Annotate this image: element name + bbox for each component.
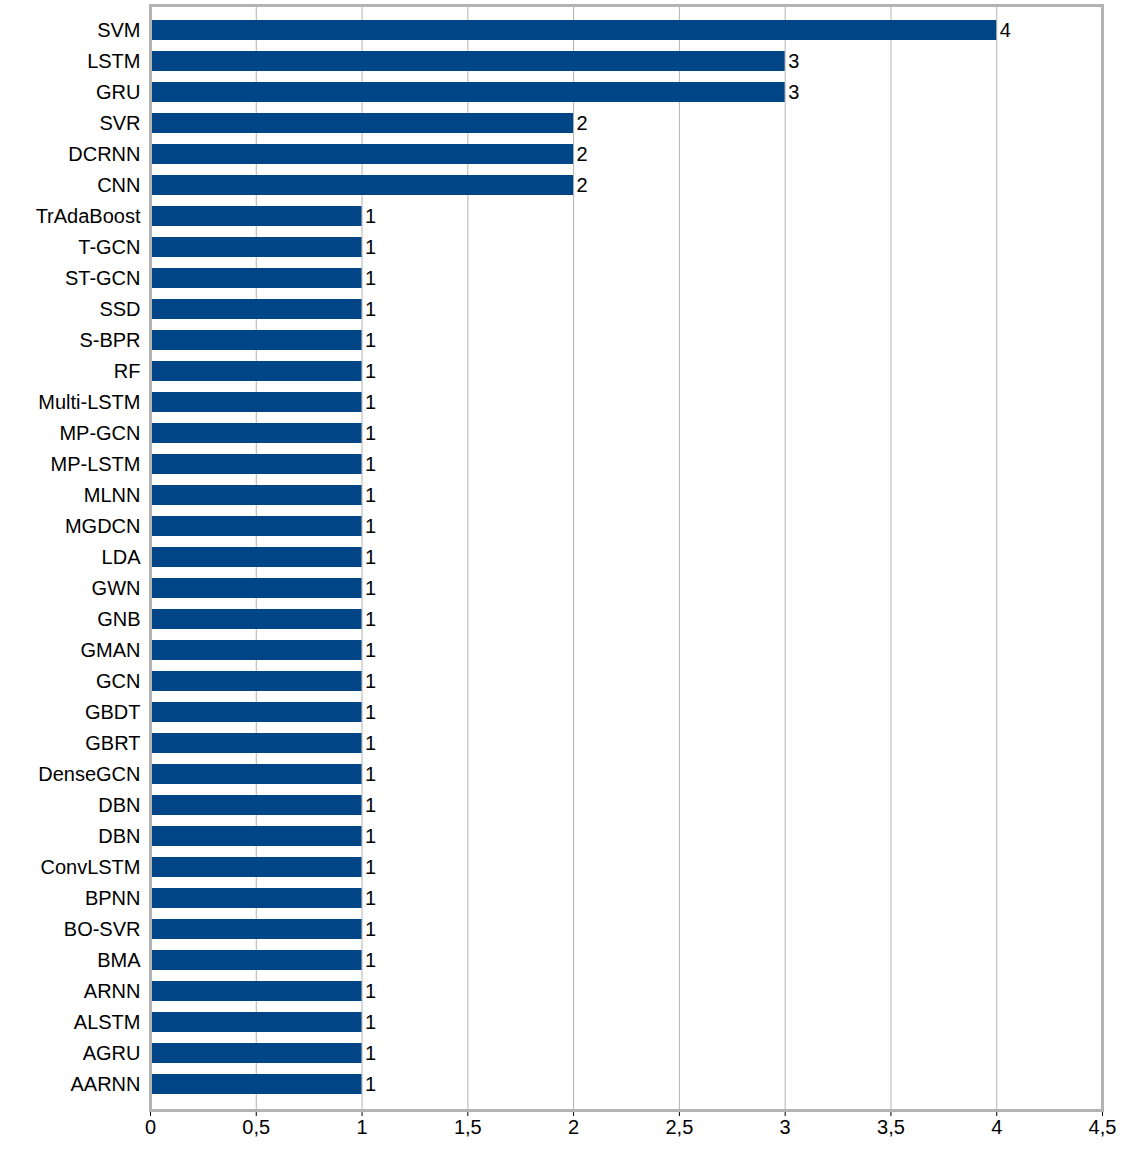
svg-text:3: 3 [788, 50, 799, 72]
svg-text:GWN: GWN [92, 577, 141, 599]
svg-text:ConvLSTM: ConvLSTM [40, 856, 140, 878]
svg-text:1: 1 [365, 577, 376, 599]
svg-text:BPNN: BPNN [85, 887, 141, 909]
svg-text:0: 0 [145, 1116, 156, 1138]
svg-text:1: 1 [365, 546, 376, 568]
svg-text:MGDCN: MGDCN [65, 515, 141, 537]
svg-text:ST-GCN: ST-GCN [65, 267, 141, 289]
svg-text:GCN: GCN [96, 670, 140, 692]
svg-text:3: 3 [780, 1116, 791, 1138]
svg-text:1: 1 [365, 856, 376, 878]
svg-text:1: 1 [365, 608, 376, 630]
svg-text:Multi-LSTM: Multi-LSTM [38, 391, 140, 413]
svg-text:1: 1 [365, 1011, 376, 1033]
svg-text:1: 1 [365, 1042, 376, 1064]
svg-text:SVR: SVR [99, 112, 140, 134]
svg-text:DCRNN: DCRNN [68, 143, 140, 165]
svg-text:1: 1 [365, 918, 376, 940]
svg-text:ALSTM: ALSTM [74, 1011, 141, 1033]
svg-text:2: 2 [577, 112, 588, 134]
svg-text:1: 1 [365, 825, 376, 847]
svg-text:3,5: 3,5 [877, 1116, 905, 1138]
svg-text:GRU: GRU [96, 81, 140, 103]
svg-text:1,5: 1,5 [454, 1116, 482, 1138]
svg-text:DBN: DBN [98, 825, 140, 847]
svg-text:T-GCN: T-GCN [78, 236, 140, 258]
svg-text:4: 4 [1000, 19, 1011, 41]
svg-text:MLNN: MLNN [84, 484, 141, 506]
svg-text:1: 1 [365, 484, 376, 506]
svg-text:LDA: LDA [102, 546, 142, 568]
svg-text:1: 1 [365, 205, 376, 227]
svg-text:0,5: 0,5 [242, 1116, 270, 1138]
svg-text:1: 1 [365, 267, 376, 289]
svg-text:AGRU: AGRU [83, 1042, 141, 1064]
svg-text:1: 1 [365, 701, 376, 723]
svg-text:BMA: BMA [97, 949, 141, 971]
svg-text:2,5: 2,5 [665, 1116, 693, 1138]
svg-text:GMAN: GMAN [81, 639, 141, 661]
svg-text:1: 1 [365, 515, 376, 537]
svg-text:1: 1 [365, 949, 376, 971]
svg-text:DenseGCN: DenseGCN [38, 763, 140, 785]
svg-text:1: 1 [365, 980, 376, 1002]
svg-text:ARNN: ARNN [84, 980, 141, 1002]
svg-text:1: 1 [365, 329, 376, 351]
svg-text:2: 2 [568, 1116, 579, 1138]
svg-text:1: 1 [365, 391, 376, 413]
svg-text:4: 4 [991, 1116, 1002, 1138]
svg-text:1: 1 [365, 422, 376, 444]
svg-text:SSD: SSD [99, 298, 140, 320]
svg-text:1: 1 [365, 360, 376, 382]
svg-text:RF: RF [114, 360, 141, 382]
svg-text:GBDT: GBDT [85, 701, 141, 723]
svg-text:SVM: SVM [97, 19, 140, 41]
svg-text:1: 1 [365, 639, 376, 661]
svg-text:1: 1 [365, 670, 376, 692]
svg-text:1: 1 [365, 763, 376, 785]
svg-text:GBRT: GBRT [85, 732, 140, 754]
svg-text:MP-GCN: MP-GCN [59, 422, 140, 444]
svg-text:2: 2 [577, 143, 588, 165]
svg-text:1: 1 [365, 732, 376, 754]
svg-text:AARNN: AARNN [70, 1073, 140, 1095]
svg-text:TrAdaBoost: TrAdaBoost [36, 205, 141, 227]
svg-text:BO-SVR: BO-SVR [64, 918, 141, 940]
svg-text:1: 1 [365, 298, 376, 320]
svg-text:S-BPR: S-BPR [79, 329, 140, 351]
svg-text:DBN: DBN [98, 794, 140, 816]
svg-text:1: 1 [365, 453, 376, 475]
svg-text:LSTM: LSTM [87, 50, 140, 72]
svg-text:CNN: CNN [97, 174, 140, 196]
svg-text:1: 1 [365, 1073, 376, 1095]
svg-text:MP-LSTM: MP-LSTM [51, 453, 141, 475]
svg-text:1: 1 [365, 887, 376, 909]
svg-text:1: 1 [356, 1116, 367, 1138]
svg-text:2: 2 [577, 174, 588, 196]
svg-text:1: 1 [365, 236, 376, 258]
svg-text:3: 3 [788, 81, 799, 103]
svg-text:4,5: 4,5 [1089, 1116, 1117, 1138]
svg-text:1: 1 [365, 794, 376, 816]
svg-text:GNB: GNB [97, 608, 140, 630]
